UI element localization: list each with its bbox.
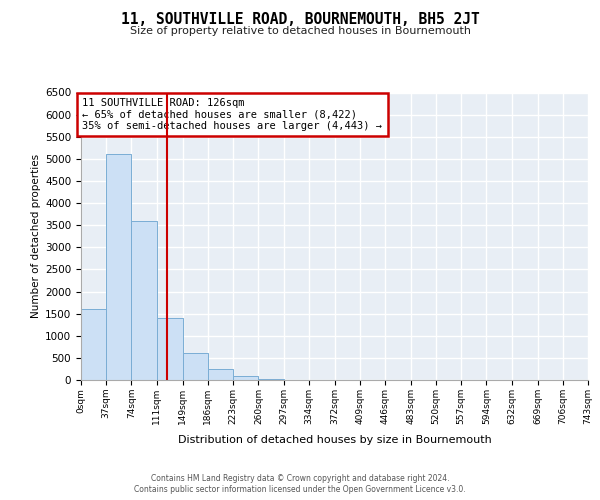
Text: 11 SOUTHVILLE ROAD: 126sqm
← 65% of detached houses are smaller (8,422)
35% of s: 11 SOUTHVILLE ROAD: 126sqm ← 65% of deta… [82, 98, 382, 131]
Bar [259, 378, 284, 380]
Text: Size of property relative to detached houses in Bournemouth: Size of property relative to detached ho… [130, 26, 470, 36]
Bar [157, 318, 182, 380]
Bar [208, 369, 233, 380]
Bar [131, 221, 157, 380]
Bar [233, 376, 259, 380]
Y-axis label: Number of detached properties: Number of detached properties [31, 154, 41, 318]
Bar [106, 154, 131, 380]
X-axis label: Distribution of detached houses by size in Bournemouth: Distribution of detached houses by size … [178, 435, 491, 445]
Text: Contains HM Land Registry data © Crown copyright and database right 2024.
Contai: Contains HM Land Registry data © Crown c… [134, 474, 466, 494]
Text: 11, SOUTHVILLE ROAD, BOURNEMOUTH, BH5 2JT: 11, SOUTHVILLE ROAD, BOURNEMOUTH, BH5 2J… [121, 12, 479, 28]
Bar [182, 354, 208, 380]
Bar [81, 309, 106, 380]
